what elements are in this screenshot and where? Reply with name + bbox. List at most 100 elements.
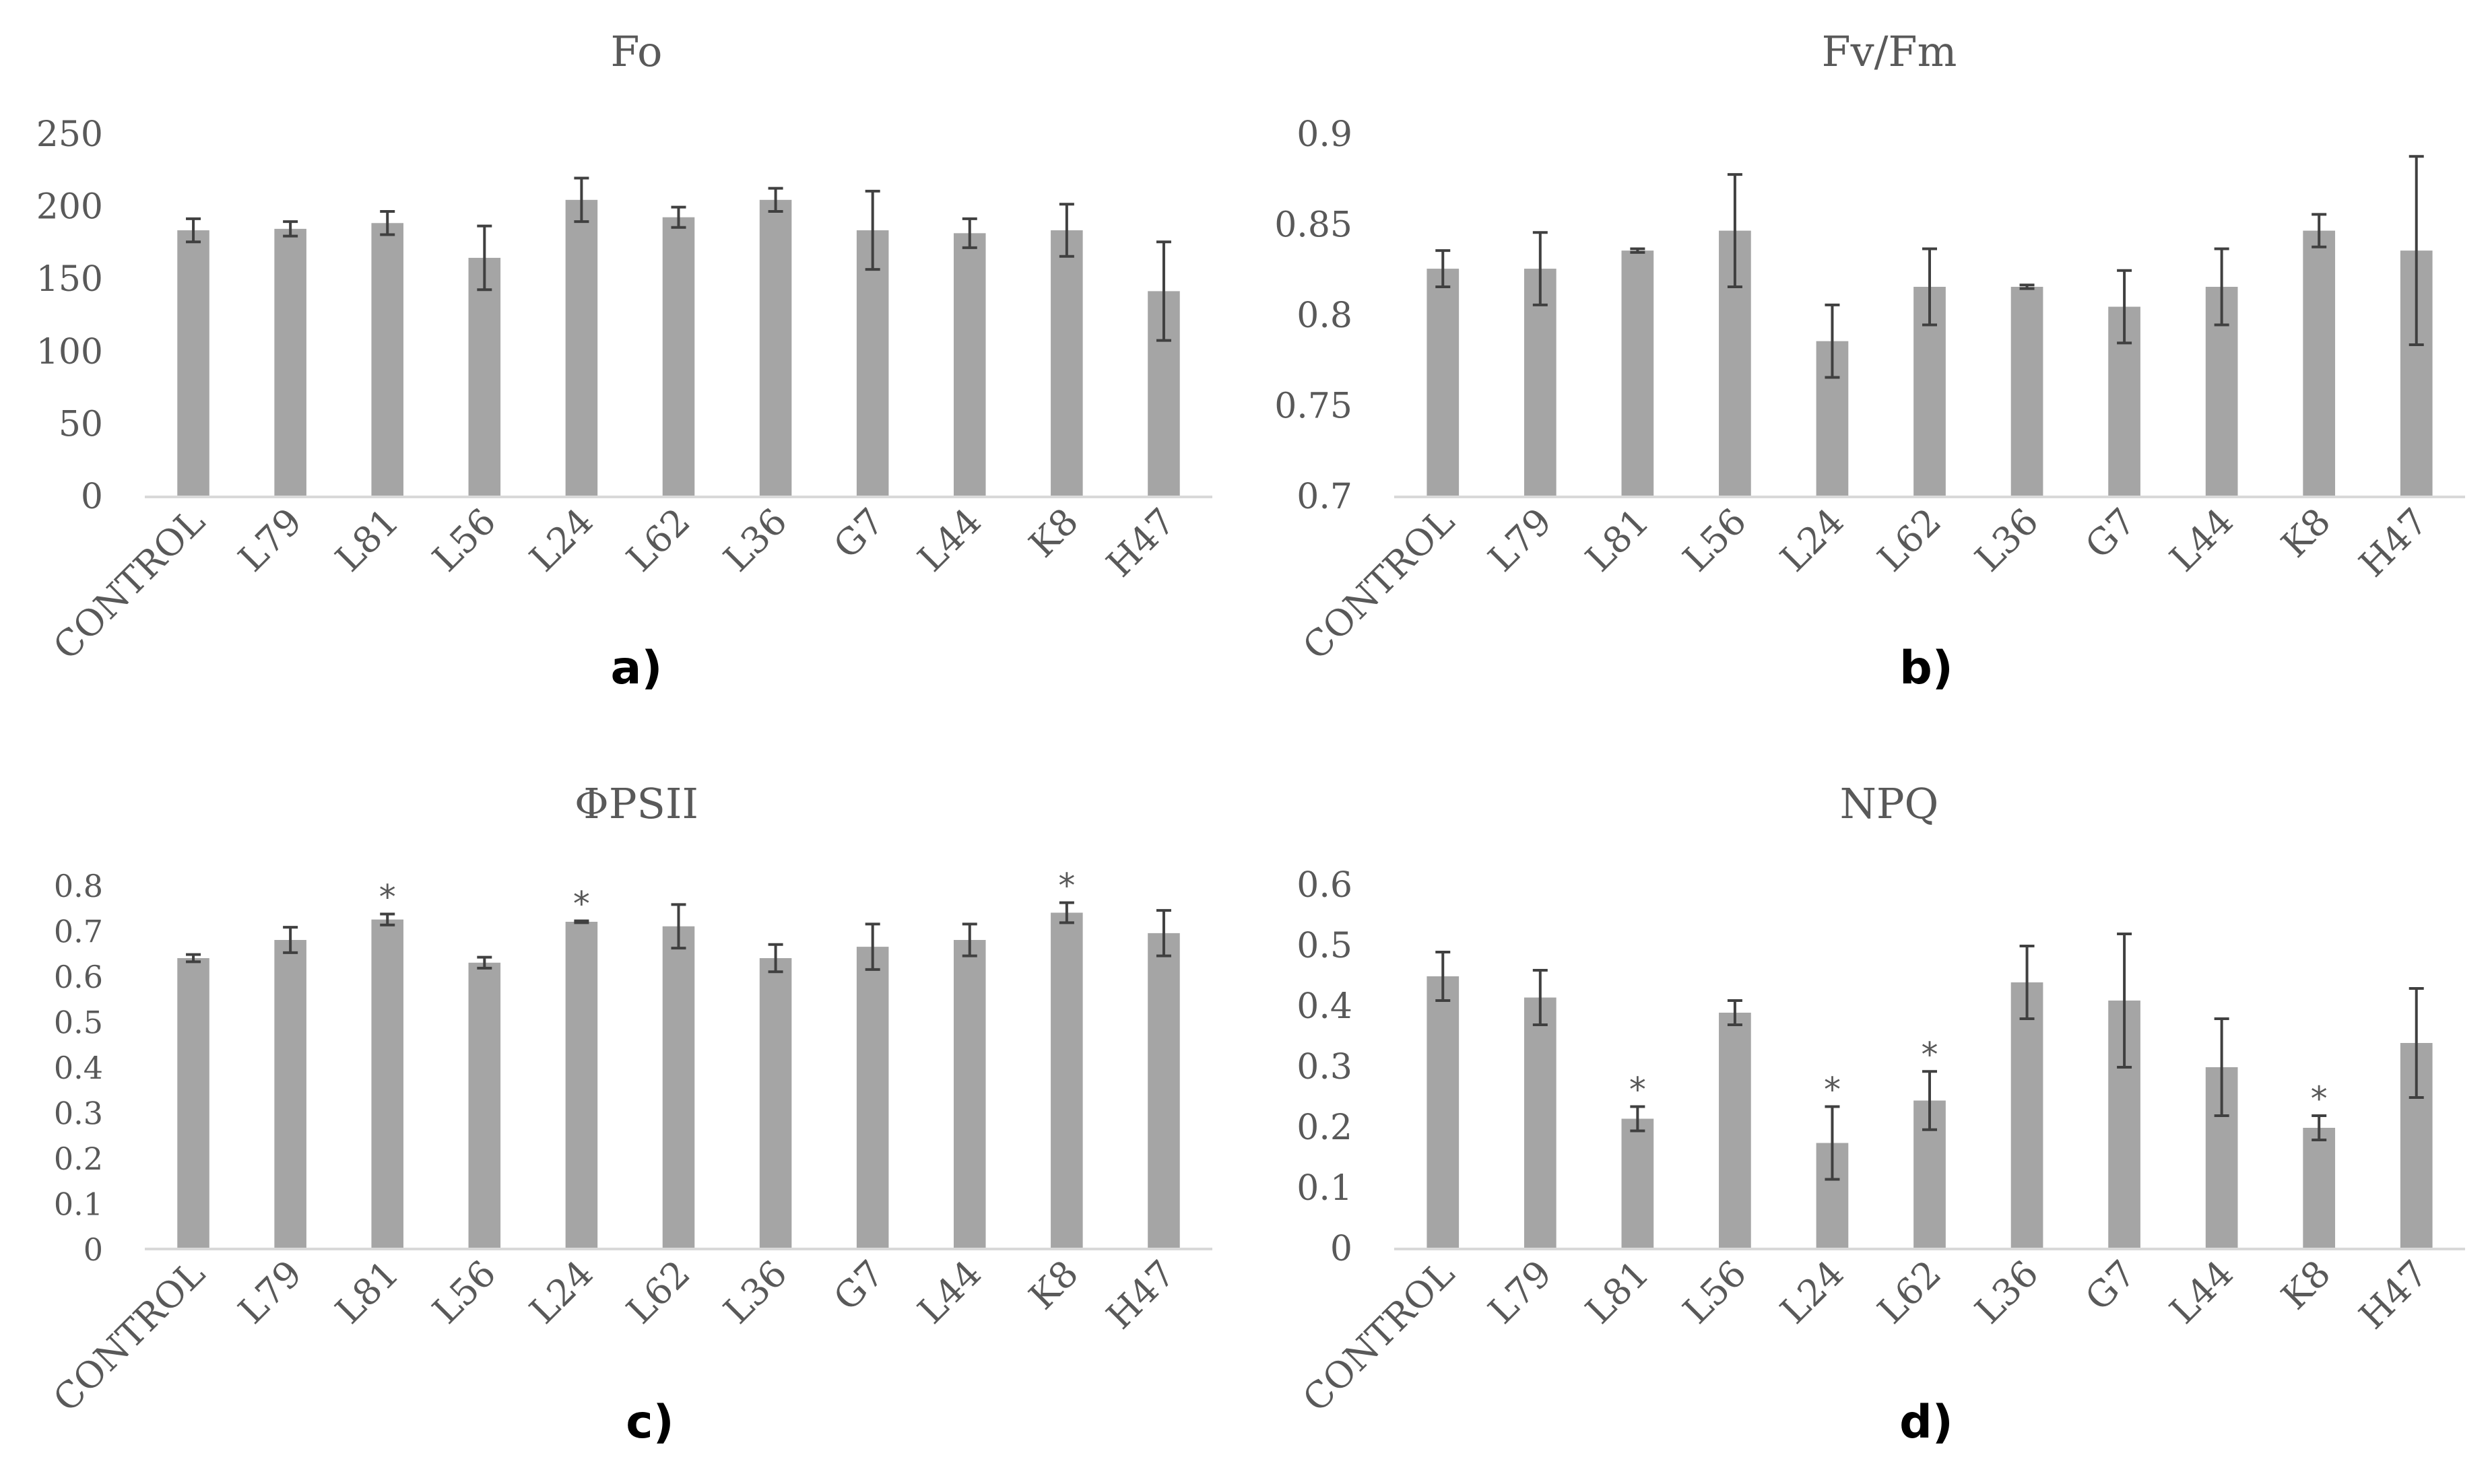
y-tick-label: 0.1 (1297, 1168, 1352, 1209)
y-tick-label: 0.5 (54, 1005, 103, 1041)
x-tick-label: K8 (2273, 500, 2338, 566)
bar (953, 233, 986, 497)
y-tick-label: 0.1 (54, 1186, 103, 1223)
chart-title: ΦPSII (575, 779, 698, 828)
x-tick-label: L79 (230, 1252, 310, 1332)
x-tick-label: L81 (1577, 1252, 1657, 1332)
y-tick-label: 0.6 (54, 959, 103, 995)
significance-mark: * (1922, 1035, 1938, 1074)
y-tick-label: 0.6 (1297, 865, 1352, 906)
bar (1524, 997, 1557, 1249)
panel-label: a) (611, 642, 663, 695)
bar (1148, 933, 1180, 1249)
bar (468, 962, 501, 1249)
x-tick-label: L36 (715, 500, 795, 580)
x-tick-label: L44 (909, 1252, 989, 1332)
x-tick-label: L56 (424, 500, 504, 580)
y-tick-label: 50 (59, 404, 103, 444)
bar (274, 940, 306, 1249)
significance-mark: * (1629, 1071, 1646, 1110)
x-tick-label: L56 (424, 1252, 504, 1332)
chart-title: Fv/Fm (1822, 27, 1957, 76)
bar (759, 958, 792, 1249)
bar (2010, 982, 2043, 1249)
chart-fo: Fo a) 0 50 100 150 200 250 CONTROL L79 L81 L56 L24… (36, 27, 1212, 695)
x-tick-label: L81 (1577, 500, 1657, 580)
y-tick-label: 0 (84, 1232, 103, 1268)
x-tick-label: CONTROL (1295, 1252, 1462, 1420)
bar (662, 926, 695, 1249)
x-tick-label: H47 (1099, 500, 1183, 585)
x-tick-label: L62 (618, 500, 698, 580)
panel-label: c) (626, 1396, 674, 1449)
bar (2303, 1128, 2336, 1249)
x-tick-label: H47 (1099, 1252, 1183, 1337)
x-tick-label: CONTROL (45, 1252, 213, 1420)
x-tick-label: L36 (715, 1252, 795, 1332)
x-tick-label: L36 (1967, 1252, 2046, 1332)
x-tick-label: L24 (521, 500, 601, 580)
significance-mark: * (1058, 867, 1075, 906)
bar (371, 919, 404, 1249)
bar (2010, 286, 2043, 497)
bar (468, 257, 501, 497)
y-tick-label: 0.2 (1297, 1108, 1352, 1148)
x-tick-label: L79 (230, 500, 310, 580)
x-tick-label: L81 (327, 1252, 407, 1332)
panel-label: b) (1899, 642, 1953, 695)
x-tick-label: L24 (521, 1252, 601, 1332)
y-tick-label: 0.8 (1297, 296, 1352, 336)
x-tick-label: L79 (1480, 1252, 1560, 1332)
bar (1621, 250, 1654, 497)
y-tick-label: 0 (1330, 1229, 1352, 1269)
significance-mark: * (573, 885, 590, 924)
x-tick-label: L44 (909, 500, 989, 580)
x-tick-label: H47 (2351, 500, 2435, 585)
x-tick-label: CONTROL (1295, 500, 1462, 668)
bar (1051, 230, 1083, 497)
y-tick-label: 200 (36, 187, 103, 228)
x-tick-label: H47 (2351, 1252, 2435, 1337)
bar (371, 223, 404, 497)
bar (565, 199, 598, 497)
bar (1524, 269, 1557, 497)
x-tick-label: L56 (1675, 1252, 1755, 1332)
y-tick-label: 150 (36, 259, 103, 300)
x-tick-label: G7 (826, 500, 892, 567)
y-tick-label: 0.4 (1297, 986, 1352, 1027)
y-tick-label: 0.4 (54, 1050, 103, 1086)
y-tick-label: 0.75 (1274, 386, 1352, 427)
x-tick-label: G7 (2077, 1252, 2144, 1319)
x-tick-label: CONTROL (45, 500, 213, 668)
chart-title: Fo (611, 27, 663, 76)
bar (662, 217, 695, 497)
x-tick-label: K8 (2273, 1252, 2338, 1318)
x-tick-label: L56 (1675, 500, 1755, 580)
x-tick-label: K8 (1021, 500, 1086, 566)
bar (274, 228, 306, 497)
bar (856, 947, 889, 1249)
chart-title: NPQ (1840, 779, 1939, 828)
x-tick-label: L62 (1870, 500, 1949, 580)
x-tick-label: K8 (1021, 1252, 1086, 1318)
panel-label: d) (1899, 1396, 1953, 1449)
bar (177, 230, 209, 497)
significance-mark: * (2311, 1079, 2328, 1118)
bar (1621, 1118, 1654, 1249)
y-tick-label: 0.2 (54, 1141, 103, 1177)
y-tick-label: 0.3 (54, 1095, 103, 1132)
bar (177, 958, 209, 1249)
bar (1427, 269, 1460, 497)
significance-mark: * (379, 878, 396, 917)
x-tick-label: G7 (2077, 500, 2144, 567)
x-tick-label: L36 (1967, 500, 2046, 580)
bar (2303, 230, 2336, 497)
chart-npq: NPQ d) 0 0.1 0.2 0.3 0.4 0.5 0.6 CONTROL L79 * L81… (1295, 779, 2465, 1449)
x-tick-label: L24 (1772, 500, 1852, 580)
x-tick-label: G7 (826, 1252, 892, 1319)
y-tick-label: 0.7 (1297, 477, 1352, 517)
x-tick-label: L44 (2161, 1252, 2241, 1332)
y-tick-label: 0.3 (1297, 1047, 1352, 1087)
